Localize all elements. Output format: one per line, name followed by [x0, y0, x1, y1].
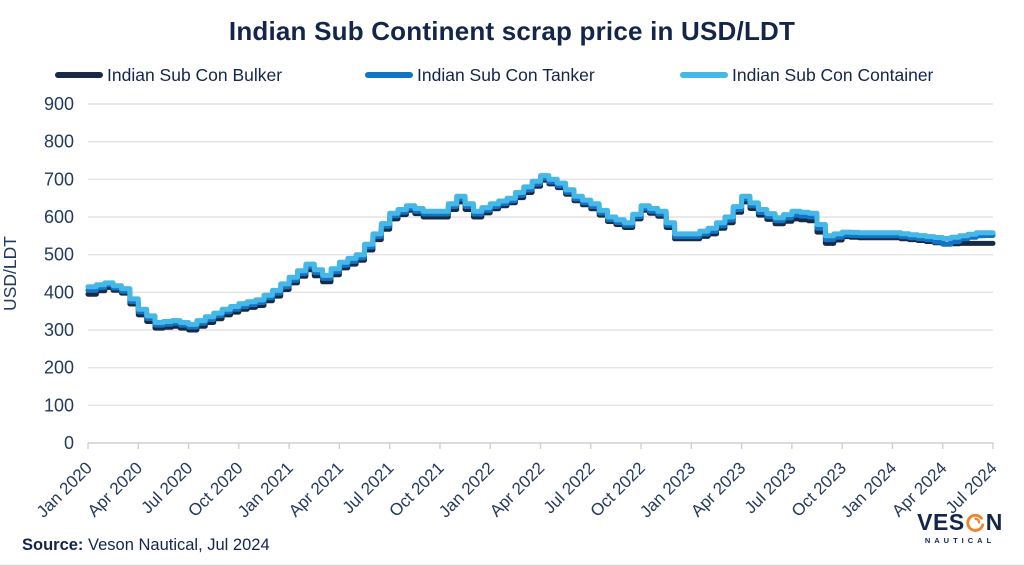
legend-item-container: Indian Sub Con Container [680, 62, 933, 88]
source-line: Source: Veson Nautical, Jul 2024 [22, 536, 270, 555]
legend-swatch-container [680, 72, 728, 78]
y-tick-label: 100 [44, 395, 74, 415]
legend-swatch-bulker [55, 72, 103, 78]
chart-legend: Indian Sub Con Bulker Indian Sub Con Tank… [0, 62, 1024, 88]
series-line-container [85, 173, 996, 327]
x-tick-label: Apr 2023 [687, 458, 749, 520]
chart-title: Indian Sub Continent scrap price in USD/… [228, 16, 796, 46]
source-text: Veson Nautical, Jul 2024 [83, 536, 270, 554]
y-tick-label: 400 [44, 282, 74, 302]
series-line-tanker [85, 175, 996, 330]
y-tick-label: 500 [44, 245, 74, 265]
logo-brand: VES N [910, 510, 1010, 534]
legend-item-tanker: Indian Sub Con Tanker [365, 62, 595, 88]
legend-item-bulker: Indian Sub Con Bulker [55, 62, 282, 88]
legend-label: Indian Sub Con Bulker [107, 64, 283, 85]
y-tick-label: 300 [44, 320, 74, 340]
legend-label: Indian Sub Con Tanker [417, 64, 595, 85]
x-tick-label: Apr 2021 [285, 458, 347, 520]
x-tick-label: Jan 2021 [234, 458, 297, 521]
y-tick-label: 600 [44, 207, 74, 227]
y-tick-label: 700 [44, 169, 74, 189]
x-tick-label: Apr 2020 [84, 458, 146, 520]
x-tick-label: Jan 2022 [435, 458, 498, 521]
source-label: Source: [22, 536, 84, 554]
x-tick-label: Apr 2022 [486, 458, 548, 520]
y-tick-label: 200 [44, 358, 74, 378]
legend-label: Indian Sub Con Container [732, 64, 934, 85]
x-tick-label: Jan 2020 [33, 458, 96, 521]
x-tick-label: Jan 2024 [837, 458, 900, 521]
y-tick-label: 900 [44, 94, 74, 114]
logo-brand-left: VES [917, 509, 965, 535]
logo-subtitle: NAUTICAL [924, 536, 996, 545]
logo-brand-right: N [985, 509, 1003, 535]
x-tick-label: Jan 2023 [636, 458, 699, 521]
veson-nautical-logo: VES N NAUTICAL [910, 510, 1010, 545]
legend-swatch-tanker [365, 72, 413, 78]
y-tick-label: 800 [44, 132, 74, 152]
y-tick-label: 0 [64, 433, 74, 453]
logo-swirl-o-icon [966, 513, 984, 532]
y-axis-title: USD/LDT [0, 236, 20, 311]
